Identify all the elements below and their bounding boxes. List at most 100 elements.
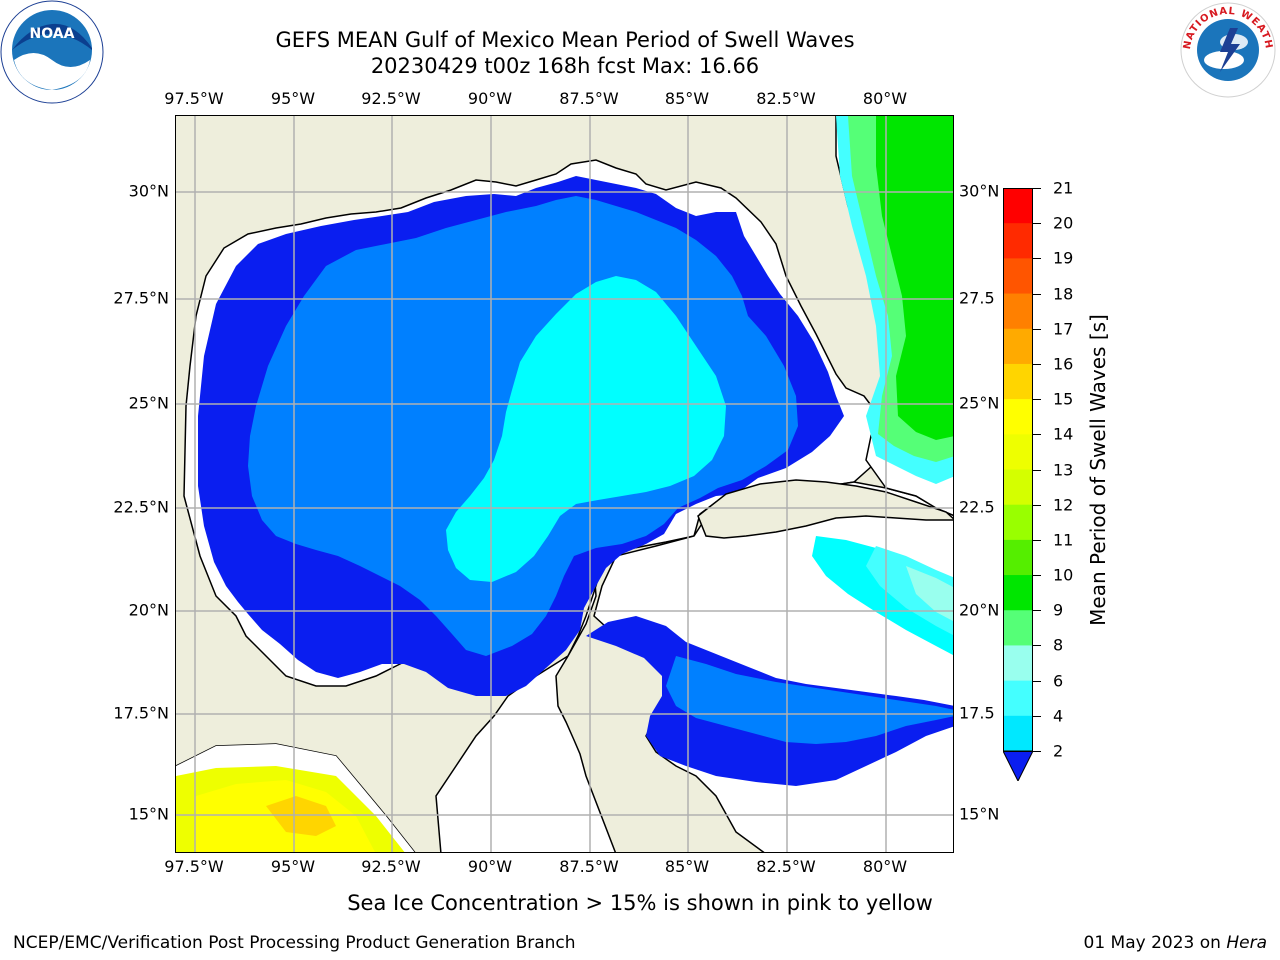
colorbar-tick-mark bbox=[1033, 258, 1041, 260]
colorbar-tick-mark bbox=[1033, 399, 1041, 401]
colorbar-tick-label: 6 bbox=[1053, 671, 1064, 691]
colorbar bbox=[1002, 188, 1034, 783]
lat-label-right: 30°N bbox=[959, 181, 1000, 201]
swell-period-map bbox=[176, 116, 953, 852]
colorbar-segment bbox=[1003, 293, 1033, 330]
colorbar-tick-label: 9 bbox=[1053, 600, 1064, 620]
colorbar-tick-mark bbox=[1033, 539, 1041, 541]
lat-label-right: 27.5 bbox=[959, 288, 995, 308]
credit-text: NCEP/EMC/Verification Post Processing Pr… bbox=[13, 933, 576, 953]
colorbar-tick-mark bbox=[1033, 328, 1041, 330]
lat-label-left: 25°N bbox=[128, 393, 169, 413]
lat-label-left: 30°N bbox=[128, 181, 169, 201]
map-area bbox=[175, 115, 954, 853]
noaa-logo: NOAA bbox=[0, 0, 104, 104]
colorbar-tick-mark bbox=[1033, 293, 1041, 295]
map-subtitle: 20230429 t00z 168h fcst Max: 16.66 bbox=[370, 54, 760, 78]
lon-label-bottom: 92.5°W bbox=[361, 857, 421, 876]
colorbar-tick-label: 10 bbox=[1053, 565, 1074, 585]
host-name: Hera bbox=[1226, 933, 1267, 953]
colorbar-tick-mark bbox=[1033, 469, 1041, 471]
lon-label-bottom: 90°W bbox=[467, 857, 513, 876]
colorbar-segment bbox=[1003, 645, 1033, 682]
colorbar-extend-triangle bbox=[1002, 750, 1034, 783]
lat-label-left: 17.5°N bbox=[113, 703, 169, 723]
colorbar-segment bbox=[1003, 610, 1033, 646]
lat-label-right: 25°N bbox=[959, 393, 1000, 413]
lon-label-bottom: 87.5°W bbox=[559, 857, 619, 876]
lat-label-right: 20°N bbox=[959, 600, 1000, 620]
lon-label-bottom: 95°W bbox=[270, 857, 316, 876]
band-4-6-caribbean bbox=[666, 656, 953, 744]
colorbar-tick-label: 15 bbox=[1053, 389, 1074, 409]
band-8-9-caribbean bbox=[866, 546, 953, 635]
colorbar-segment bbox=[1003, 434, 1033, 470]
colorbar-tick-mark bbox=[1033, 363, 1041, 365]
colorbar-segment bbox=[1003, 575, 1033, 611]
colorbar-segment bbox=[1003, 258, 1033, 295]
map-title: GEFS MEAN Gulf of Mexico Mean Period of … bbox=[275, 28, 855, 52]
sea-ice-note: Sea Ice Concentration > 15% is shown in … bbox=[347, 891, 933, 915]
colorbar-segment bbox=[1003, 715, 1033, 752]
band-6-8-gulf bbox=[446, 276, 726, 582]
lon-label-top: 82.5°W bbox=[756, 89, 816, 108]
lon-label-top: 90°W bbox=[467, 89, 513, 108]
lon-label-top: 97.5°W bbox=[164, 89, 224, 108]
colorbar-segment bbox=[1003, 539, 1033, 576]
colorbar-tick-label: 18 bbox=[1053, 284, 1074, 304]
colorbar-segment bbox=[1003, 680, 1033, 717]
lat-label-left: 27.5°N bbox=[113, 288, 169, 308]
cuba bbox=[697, 479, 953, 539]
colorbar-tick-label: 12 bbox=[1053, 495, 1074, 515]
colorbar-segment bbox=[1003, 188, 1033, 224]
lat-label-left: 22.5°N bbox=[113, 497, 169, 517]
colorbar-segment bbox=[1003, 328, 1033, 365]
date-value: 01 May 2023 on bbox=[1083, 933, 1221, 953]
lat-label-left: 15°N bbox=[128, 804, 169, 824]
colorbar-tick-mark bbox=[1033, 751, 1041, 752]
colorbar-label: Mean Period of Swell Waves [s] bbox=[1086, 314, 1110, 626]
colorbar-tick-label: 11 bbox=[1053, 530, 1074, 550]
lon-label-bottom: 82.5°W bbox=[756, 857, 816, 876]
colorbar-tick-label: 13 bbox=[1053, 460, 1074, 479]
lat-label-left: 20°N bbox=[128, 600, 169, 620]
colorbar-segments bbox=[1003, 188, 1033, 752]
lon-label-top: 87.5°W bbox=[559, 89, 619, 108]
colorbar-tick-label: 17 bbox=[1053, 319, 1074, 339]
colorbar-tick-label: 20 bbox=[1053, 213, 1074, 233]
band-11-12-atlantic bbox=[876, 116, 953, 440]
lat-label-right: 22.5 bbox=[959, 497, 995, 517]
colorbar-tick-mark bbox=[1033, 715, 1041, 717]
lon-label-bottom: 97.5°W bbox=[164, 857, 224, 876]
colorbar-tick-label: 14 bbox=[1053, 424, 1074, 444]
colorbar-tick-mark bbox=[1033, 610, 1041, 612]
colorbar-tick-mark bbox=[1033, 188, 1041, 189]
colorbar-segment bbox=[1003, 223, 1033, 259]
lon-label-top: 92.5°W bbox=[361, 89, 421, 108]
colorbar-tick-label: 16 bbox=[1053, 354, 1074, 374]
colorbar-tick-label: 8 bbox=[1053, 635, 1064, 655]
colorbar-tick-label: 21 bbox=[1053, 178, 1074, 198]
colorbar-tick-label: 19 bbox=[1053, 248, 1074, 268]
date-text: 01 May 2023 on Hera bbox=[1084, 933, 1268, 953]
lon-label-bottom: 85°W bbox=[664, 857, 710, 876]
colorbar-tick-mark bbox=[1033, 504, 1041, 506]
nws-logo: NATIONAL WEATHER SERVICE bbox=[1172, 0, 1280, 104]
colorbar-tick-mark bbox=[1033, 223, 1041, 225]
colorbar-tick-mark bbox=[1033, 680, 1041, 682]
colorbar-segment bbox=[1003, 469, 1033, 506]
colorbar-tick-mark bbox=[1033, 575, 1041, 577]
lon-label-top: 80°W bbox=[862, 89, 908, 108]
lon-label-bottom: 80°W bbox=[862, 857, 908, 876]
lon-label-top: 85°W bbox=[664, 89, 710, 108]
colorbar-segment bbox=[1003, 504, 1033, 541]
colorbar-segment bbox=[1003, 399, 1033, 435]
colorbar-segment bbox=[1003, 363, 1033, 400]
band-16-17-pacific bbox=[266, 796, 336, 836]
colorbar-tick-label: 4 bbox=[1053, 706, 1064, 726]
svg-text:NOAA: NOAA bbox=[30, 26, 75, 42]
band-9-10-caribbean bbox=[906, 566, 953, 621]
colorbar-tick-mark bbox=[1033, 645, 1041, 647]
lat-label-right: 17.5 bbox=[959, 703, 995, 723]
lon-label-top: 95°W bbox=[270, 89, 316, 108]
